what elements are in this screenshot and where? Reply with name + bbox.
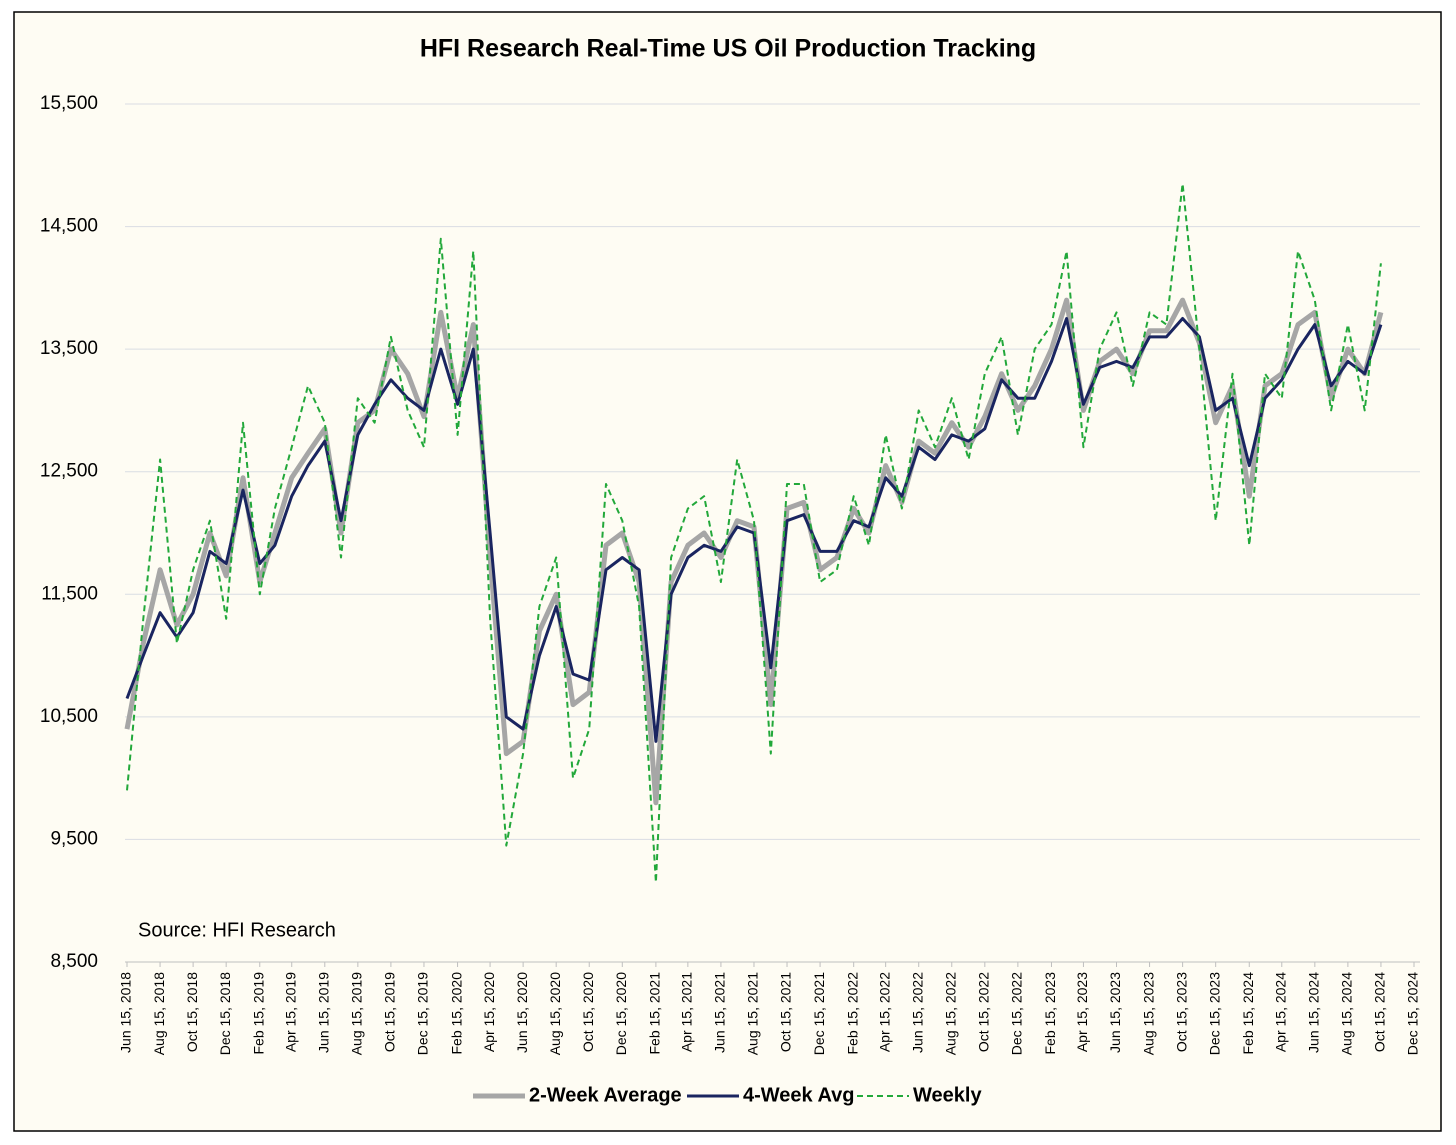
x-tick-label: Aug 15, 2018 (151, 972, 167, 1056)
x-tick-label: Feb 15, 2021 (647, 972, 663, 1055)
x-tick-label: Oct 15, 2018 (184, 972, 200, 1052)
x-tick-label: Feb 15, 2020 (448, 972, 464, 1055)
legend-label: Weekly (913, 1084, 982, 1106)
x-tick-label: Dec 15, 2021 (811, 972, 827, 1055)
x-tick-label: Feb 15, 2024 (1240, 972, 1256, 1055)
x-tick-label: Oct 15, 2023 (1173, 972, 1189, 1052)
x-tick-label: Apr 15, 2022 (876, 972, 892, 1052)
x-tick-label: Oct 15, 2022 (976, 972, 992, 1052)
x-tick-label: Oct 15, 2020 (580, 972, 596, 1052)
x-tick-label: Apr 15, 2023 (1074, 972, 1090, 1052)
x-tick-label: Apr 15, 2019 (282, 972, 298, 1052)
y-tick-label: 11,500 (41, 583, 98, 604)
x-tick-label: Jun 15, 2021 (712, 972, 728, 1053)
x-tick-label: Oct 15, 2024 (1372, 972, 1388, 1052)
x-tick-label: Oct 15, 2021 (778, 972, 794, 1052)
x-tick-label: Dec 15, 2023 (1206, 972, 1222, 1055)
x-tick-label: Jun 15, 2022 (909, 972, 925, 1053)
x-tick-label: Feb 15, 2023 (1042, 972, 1058, 1055)
x-tick-label: Jun 15, 2020 (514, 972, 530, 1053)
x-tick-label: Oct 15, 2019 (382, 972, 398, 1052)
source-note: Source: HFI Research (138, 919, 336, 941)
y-tick-label: 12,500 (40, 461, 98, 482)
x-tick-label: Feb 15, 2022 (844, 972, 860, 1055)
x-tick-label: Jun 15, 2024 (1306, 972, 1322, 1053)
x-tick-label: Aug 15, 2023 (1140, 972, 1156, 1056)
x-tick-label: Aug 15, 2024 (1339, 972, 1355, 1056)
x-tick-label: Dec 15, 2018 (217, 972, 233, 1055)
legend-label: 2-Week Average (529, 1084, 682, 1106)
x-tick-label: Feb 15, 2019 (250, 972, 266, 1055)
x-tick-label: Aug 15, 2020 (547, 972, 563, 1056)
x-tick-label: Jun 15, 2023 (1107, 972, 1123, 1053)
x-tick-label: Dec 15, 2024 (1405, 972, 1421, 1055)
x-tick-label: Jun 15, 2019 (315, 972, 331, 1053)
x-tick-label: Jun 15, 2018 (118, 972, 134, 1053)
y-tick-label: 9,500 (50, 828, 98, 849)
x-tick-label: Aug 15, 2019 (349, 972, 365, 1056)
x-tick-label: Dec 15, 2020 (613, 972, 629, 1055)
y-tick-label: 13,500 (40, 338, 98, 359)
x-tick-label: Aug 15, 2022 (942, 972, 958, 1056)
x-tick-label: Apr 15, 2024 (1272, 972, 1288, 1052)
legend-label: 4-Week Avg (743, 1084, 855, 1106)
y-tick-label: 14,500 (40, 216, 98, 237)
x-tick-label: Apr 15, 2020 (481, 972, 497, 1052)
chart-frame (13, 11, 1442, 1132)
y-tick-label: 15,500 (40, 93, 98, 114)
x-tick-label: Dec 15, 2019 (415, 972, 431, 1055)
series-line (126, 182, 1382, 884)
x-tick-label: Dec 15, 2022 (1009, 972, 1025, 1055)
y-tick-label: 10,500 (40, 706, 98, 727)
x-tick-label: Aug 15, 2021 (745, 972, 761, 1056)
y-tick-label: 8,500 (50, 951, 98, 972)
chart-title: HFI Research Real-Time US Oil Production… (420, 35, 1036, 63)
x-tick-label: Apr 15, 2021 (679, 972, 695, 1052)
